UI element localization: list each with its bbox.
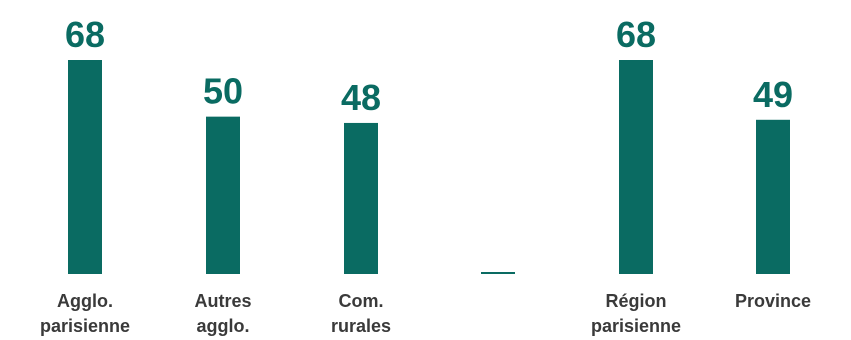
- value-label-5: 49: [753, 74, 793, 115]
- category-label-2-line-0: Com.: [339, 291, 384, 311]
- value-label-1: 50: [203, 71, 243, 112]
- category-label-2-line-1: rurales: [331, 316, 391, 336]
- category-label-0-line-0: Agglo.: [57, 291, 113, 311]
- bar-4: [619, 60, 653, 274]
- bar-5: [756, 119, 790, 274]
- bar-1: [206, 116, 240, 274]
- category-label-4-line-0: Région: [606, 291, 667, 311]
- category-labels-group: Agglo. parisienne Autres agglo. Com. rurales R…: [40, 291, 811, 336]
- category-label-0-line-1: parisienne: [40, 316, 130, 336]
- category-label-4-line-1: parisienne: [591, 316, 681, 336]
- bar-2: [344, 122, 378, 274]
- bar-0: [68, 60, 102, 274]
- value-labels-group: 68 50 48 68 49: [65, 14, 793, 118]
- value-label-4: 68: [616, 14, 656, 55]
- bars-group: [68, 60, 790, 274]
- bar-3: [481, 272, 515, 274]
- value-label-2: 48: [341, 77, 381, 118]
- value-label-0: 68: [65, 14, 105, 55]
- category-label-1-line-1: agglo.: [197, 316, 250, 336]
- category-label-1-line-0: Autres: [194, 291, 251, 311]
- category-label-5-line-0: Province: [735, 291, 811, 311]
